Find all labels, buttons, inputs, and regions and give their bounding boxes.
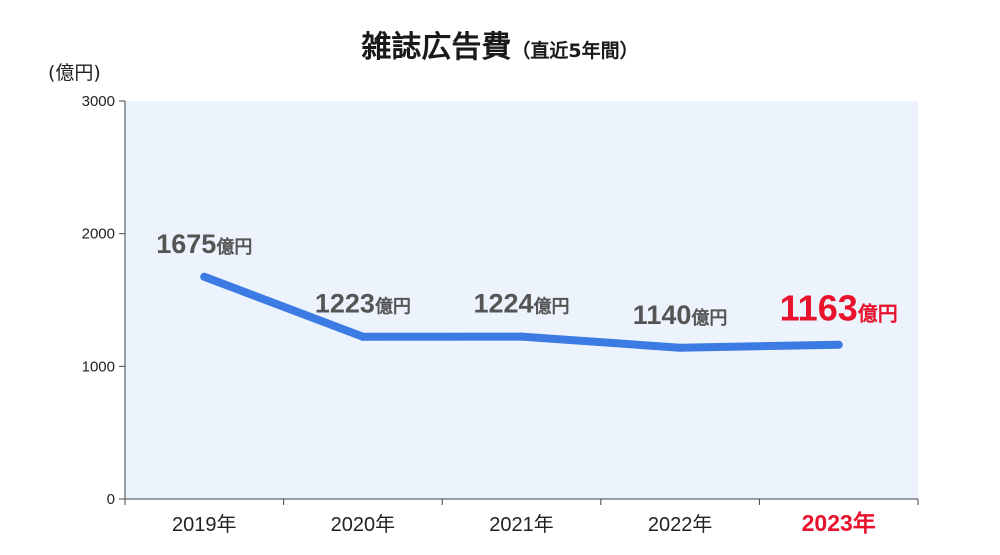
chart-title-main: 雑誌広告費 — [361, 30, 512, 65]
x-tick-label: 2019年 — [172, 513, 237, 536]
data-label-value: 1163 — [780, 288, 858, 329]
chart-title: 雑誌広告費（直近5年間） — [0, 22, 1000, 66]
data-point — [834, 340, 843, 349]
x-tick-label: 2023年 — [802, 510, 876, 536]
x-tick-label: 2020年 — [331, 513, 396, 536]
data-label-unit: 億円 — [691, 307, 727, 328]
data-label-value: 1224 — [473, 289, 533, 319]
data-point — [358, 332, 367, 341]
data-label-unit: 億円 — [375, 296, 411, 317]
data-point — [200, 272, 209, 281]
y-axis-unit-label: (億円) — [48, 62, 101, 84]
data-label: 1223億円 — [315, 289, 411, 319]
x-tick-label: 2021年 — [489, 513, 554, 536]
y-tick-label: 2000 — [82, 226, 115, 243]
y-tick-label: 0 — [107, 491, 115, 508]
x-tick-label: 2022年 — [648, 513, 713, 536]
data-label: 1163億円 — [780, 288, 898, 329]
data-point — [676, 343, 685, 352]
data-label-unit: 億円 — [216, 236, 252, 257]
data-label-value: 1223 — [315, 289, 375, 319]
data-label: 1675億円 — [156, 229, 252, 259]
y-tick-label: 1000 — [82, 358, 115, 375]
y-tick-label: 3000 — [82, 93, 115, 110]
data-label-unit: 億円 — [534, 296, 570, 317]
data-label: 1224億円 — [473, 289, 569, 319]
chart-subtitle: （直近5年間） — [511, 40, 639, 62]
data-label-value: 1675 — [156, 229, 216, 259]
data-label-value: 1140 — [633, 300, 692, 330]
data-point — [517, 332, 526, 341]
data-label-unit: 億円 — [858, 302, 898, 326]
data-label: 1140億円 — [633, 300, 728, 330]
